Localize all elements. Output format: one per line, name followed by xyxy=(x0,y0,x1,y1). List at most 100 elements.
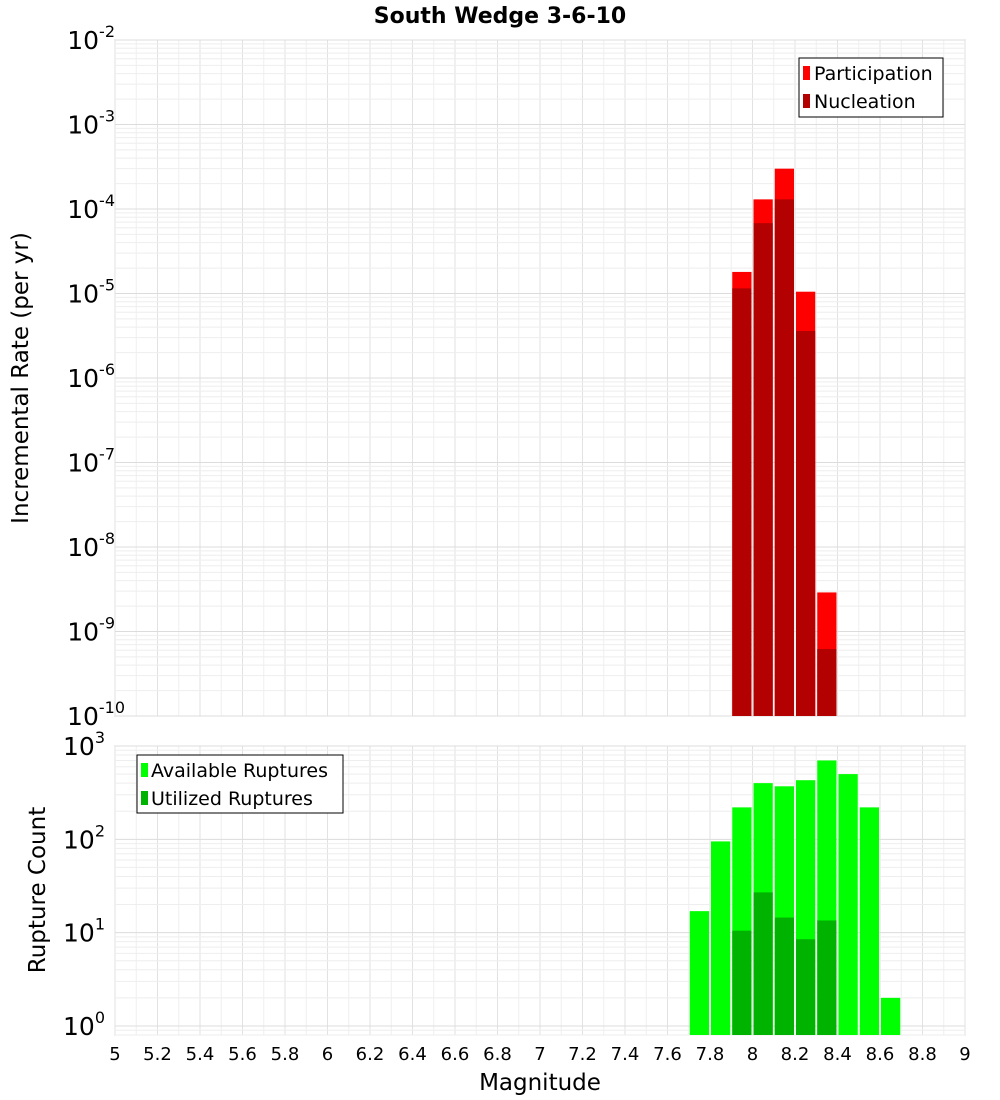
count-y-label: Rupture Count xyxy=(25,807,51,973)
count-legend: Available Ruptures Utilized Ruptures xyxy=(136,754,344,814)
count-y-tick-base: 10 xyxy=(63,825,95,854)
count-y-tick-label: 103 xyxy=(63,728,105,761)
rate-y-tick-base: 10 xyxy=(67,280,99,309)
rate-y-ticks: 10-210-310-410-510-610-710-810-910-10 xyxy=(67,22,125,731)
x-tick-label: 7.2 xyxy=(568,1044,597,1065)
count-bar-utilized-ruptures xyxy=(753,892,773,1035)
x-tick-label: 8 xyxy=(747,1044,758,1065)
rate-legend: Participation Nucleation xyxy=(798,57,944,118)
rate-y-tick-exp: -10 xyxy=(99,698,125,717)
rate-y-tick-base: 10 xyxy=(67,702,99,731)
count-bar-utilized-ruptures xyxy=(774,917,794,1035)
rate-y-tick-label: 10-3 xyxy=(67,107,115,140)
count-y-tick-base: 10 xyxy=(63,919,95,948)
x-tick-label: 8.2 xyxy=(781,1044,810,1065)
count-y-tick-base: 10 xyxy=(63,732,95,761)
x-tick-label: 5.4 xyxy=(186,1044,215,1065)
rate-plot: 10-210-310-410-510-610-710-810-910-10 In… xyxy=(8,22,966,731)
rate-grid xyxy=(114,39,966,717)
legend-label-nucleation: Nucleation xyxy=(814,91,916,113)
count-y-tick-label: 100 xyxy=(63,1008,105,1041)
count-y-tick-base: 10 xyxy=(63,1012,95,1041)
rate-bar-nucleation xyxy=(796,330,816,716)
rate-y-tick-label: 10-6 xyxy=(67,360,115,393)
rate-y-tick-exp: -8 xyxy=(99,529,115,548)
rate-y-tick-label: 10-9 xyxy=(67,614,115,647)
legend-swatch-participation xyxy=(803,66,810,80)
x-tick-label: 6.6 xyxy=(441,1044,470,1065)
rate-y-tick-exp: -5 xyxy=(99,276,115,295)
legend-swatch-nucleation xyxy=(803,94,810,108)
count-y-tick-exp: 0 xyxy=(95,1008,105,1027)
rate-y-tick-exp: -4 xyxy=(99,191,115,210)
count-bar-utilized-ruptures xyxy=(732,930,752,1035)
x-tick-label: 7.6 xyxy=(653,1044,682,1065)
rate-bar-nucleation xyxy=(817,649,837,716)
legend-label-utilized: Utilized Ruptures xyxy=(151,788,313,810)
rate-y-tick-base: 10 xyxy=(67,618,99,647)
rate-bars xyxy=(732,168,837,717)
count-bar-available-ruptures xyxy=(838,774,858,1035)
count-bars xyxy=(689,760,901,1035)
rate-y-tick-exp: -3 xyxy=(99,107,115,126)
x-tick-label: 8.6 xyxy=(866,1044,895,1065)
rate-bar-nucleation xyxy=(753,223,773,716)
legend-swatch-available xyxy=(141,763,148,777)
chart-title: South Wedge 3-6-10 xyxy=(374,4,626,29)
x-tick-label: 5 xyxy=(109,1044,120,1065)
rate-y-tick-label: 10-4 xyxy=(67,191,115,224)
count-y-tick-exp: 2 xyxy=(95,821,105,840)
rate-bar-nucleation xyxy=(774,199,794,717)
x-tick-label: 5.8 xyxy=(271,1044,300,1065)
rate-y-tick-exp: -9 xyxy=(99,614,115,633)
count-y-tick-label: 101 xyxy=(63,915,105,948)
rate-y-tick-exp: -6 xyxy=(99,360,115,379)
rate-y-tick-exp: -7 xyxy=(99,445,115,464)
rate-y-tick-base: 10 xyxy=(67,111,99,140)
x-tick-label: 7.8 xyxy=(696,1044,725,1065)
legend-label-available: Available Ruptures xyxy=(151,760,328,782)
x-tick-label: 6.2 xyxy=(356,1044,385,1065)
count-legend-box xyxy=(136,754,344,814)
x-axis-ticks: 5 5.2 5.4 5.6 5.8 6 6.2 6.4 6.6 6.8 7 7.2 7.4 7.6 7.8 8… xyxy=(109,1044,970,1065)
rate-bar-nucleation xyxy=(732,288,752,716)
legend-swatch-utilized xyxy=(141,791,148,805)
count-bar-available-ruptures xyxy=(859,807,879,1035)
rate-y-tick-base: 10 xyxy=(67,364,99,393)
rate-y-tick-base: 10 xyxy=(67,195,99,224)
count-y-tick-exp: 1 xyxy=(95,915,105,934)
x-tick-label: 7 xyxy=(534,1044,545,1065)
count-bar-utilized-ruptures xyxy=(817,920,837,1035)
rate-y-tick-label: 10-2 xyxy=(67,22,115,55)
rate-y-tick-exp: -2 xyxy=(99,22,115,41)
x-tick-label: 5.6 xyxy=(228,1044,257,1065)
x-tick-label: 8.8 xyxy=(908,1044,937,1065)
rate-y-tick-label: 10-8 xyxy=(67,529,115,562)
rate-y-tick-base: 10 xyxy=(67,26,99,55)
rate-y-tick-base: 10 xyxy=(67,449,99,478)
count-y-tick-label: 102 xyxy=(63,821,105,854)
x-tick-label: 6.8 xyxy=(483,1044,512,1065)
x-tick-label: 9 xyxy=(959,1044,970,1065)
x-tick-label: 6 xyxy=(322,1044,333,1065)
count-bar-utilized-ruptures xyxy=(796,939,816,1035)
rate-legend-box xyxy=(798,57,944,118)
count-y-tick-exp: 3 xyxy=(95,728,105,747)
x-tick-label: 5.2 xyxy=(143,1044,172,1065)
x-tick-label: 7.4 xyxy=(611,1044,640,1065)
legend-label-participation: Participation xyxy=(814,63,933,85)
rate-y-tick-label: 10-5 xyxy=(67,276,115,309)
count-bar-available-ruptures xyxy=(881,997,901,1035)
rate-y-tick-label: 10-7 xyxy=(67,445,115,478)
count-bar-available-ruptures xyxy=(689,911,709,1035)
rate-y-tick-label: 10-10 xyxy=(67,698,125,731)
count-bar-available-ruptures xyxy=(711,841,731,1035)
rate-y-label: Incremental Rate (per yr) xyxy=(8,232,34,524)
x-tick-label: 8.4 xyxy=(823,1044,852,1065)
x-tick-label: 6.4 xyxy=(398,1044,427,1065)
rate-y-tick-base: 10 xyxy=(67,533,99,562)
x-axis-label: Magnitude xyxy=(479,1070,601,1096)
